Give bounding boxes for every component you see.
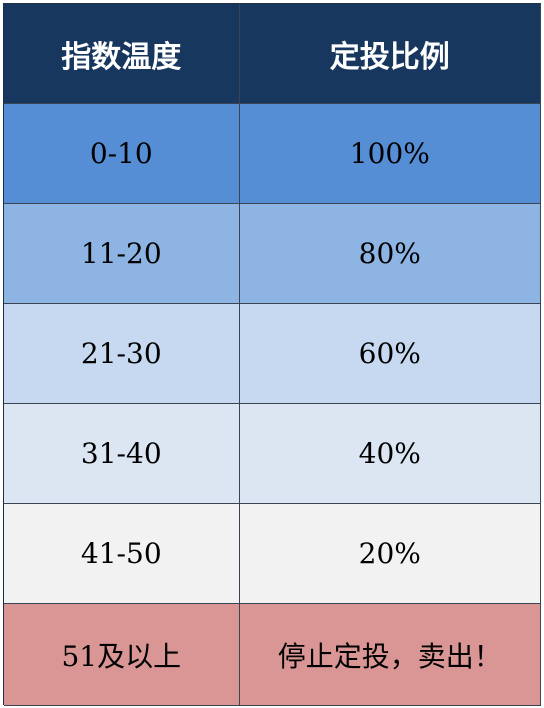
investment-ratio-cell: 20% xyxy=(239,504,541,604)
temperature-range-cell: 0-10 xyxy=(4,104,240,204)
table-row: 11-20 80% xyxy=(4,204,541,304)
table-header-row: 指数温度 定投比例 xyxy=(4,4,541,104)
temperature-range-cell: 11-20 xyxy=(4,204,240,304)
investment-ratio-cell: 100% xyxy=(239,104,541,204)
table-row: 0-10 100% xyxy=(4,104,541,204)
investment-ratio-cell: 停止定投，卖出！ xyxy=(239,604,541,706)
table-row: 41-50 20% xyxy=(4,504,541,604)
header-cell-ratio: 定投比例 xyxy=(239,4,541,104)
table-row: 51及以上 停止定投，卖出！ xyxy=(4,604,541,706)
temperature-ratio-table: 指数温度 定投比例 0-10 100% 11-20 80% 21-30 60% … xyxy=(3,3,541,706)
investment-ratio-cell: 60% xyxy=(239,304,541,404)
temperature-range-cell: 41-50 xyxy=(4,504,240,604)
investment-ratio-cell: 40% xyxy=(239,404,541,504)
header-cell-temperature: 指数温度 xyxy=(4,4,240,104)
table-row: 21-30 60% xyxy=(4,304,541,404)
temperature-range-cell: 31-40 xyxy=(4,404,240,504)
temperature-range-cell: 51及以上 xyxy=(4,604,240,706)
table-row: 31-40 40% xyxy=(4,404,541,504)
investment-ratio-cell: 80% xyxy=(239,204,541,304)
temperature-range-cell: 21-30 xyxy=(4,304,240,404)
